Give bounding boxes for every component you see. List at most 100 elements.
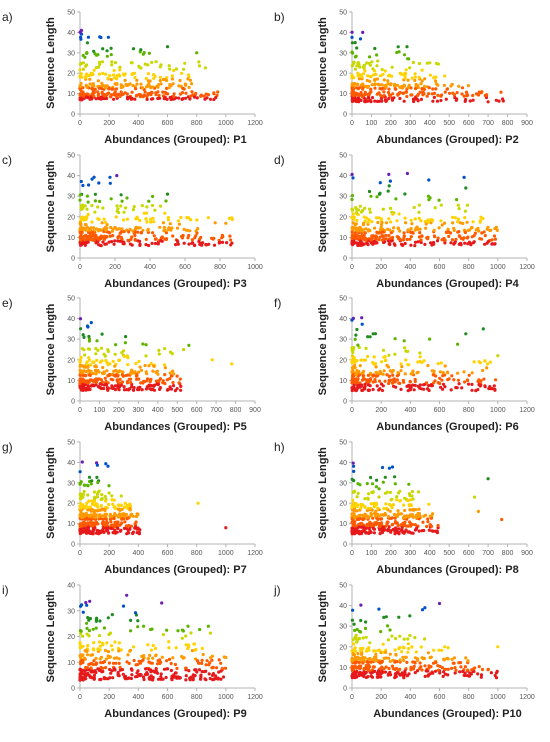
y-tick-label: 40 xyxy=(67,173,75,180)
data-point xyxy=(416,384,420,388)
data-point xyxy=(366,335,370,339)
data-point xyxy=(148,653,152,658)
x-tick-label: 400 xyxy=(404,694,416,701)
data-point xyxy=(370,96,375,100)
data-point xyxy=(354,54,358,58)
data-point xyxy=(116,386,120,390)
x-tick-label: 800 xyxy=(502,120,514,127)
data-point xyxy=(136,230,140,234)
data-point xyxy=(398,658,402,662)
data-point xyxy=(381,230,385,234)
data-point xyxy=(369,238,373,242)
data-point xyxy=(386,624,390,628)
data-point xyxy=(109,225,113,230)
data-point xyxy=(494,98,498,102)
x-tick-label: 1200 xyxy=(519,264,535,271)
data-point xyxy=(421,520,425,524)
data-point xyxy=(380,68,384,72)
data-point xyxy=(144,370,148,374)
data-point xyxy=(89,378,93,382)
data-point xyxy=(439,203,443,207)
data-point xyxy=(112,97,116,101)
data-point xyxy=(373,82,377,86)
data-point xyxy=(150,91,154,95)
data-point xyxy=(223,666,228,670)
data-point xyxy=(378,525,382,529)
data-point xyxy=(414,650,418,654)
data-point xyxy=(383,84,387,89)
data-point xyxy=(145,205,149,209)
data-point xyxy=(79,355,83,360)
data-point xyxy=(158,658,162,662)
data-point xyxy=(351,93,355,97)
data-point xyxy=(462,370,466,374)
data-point xyxy=(164,199,168,203)
data-point xyxy=(208,661,212,665)
data-point xyxy=(389,220,393,224)
y-tick-label: 0 xyxy=(343,256,347,263)
data-point xyxy=(350,35,354,40)
x-tick-label: 0 xyxy=(350,120,354,127)
data-point xyxy=(118,665,122,670)
data-point xyxy=(103,508,107,513)
data-point xyxy=(417,507,421,511)
data-point xyxy=(78,629,82,633)
data-point xyxy=(352,60,356,64)
data-point xyxy=(208,676,212,681)
data-point xyxy=(112,242,116,246)
data-point xyxy=(168,377,172,381)
data-point xyxy=(380,388,384,393)
x-tick-label: 0 xyxy=(78,550,82,557)
data-point xyxy=(97,72,102,76)
data-point xyxy=(183,61,187,65)
data-point xyxy=(85,621,89,625)
data-point xyxy=(134,361,138,366)
data-point xyxy=(440,387,445,391)
data-point xyxy=(350,666,354,670)
data-point xyxy=(131,208,135,212)
data-point xyxy=(390,239,394,243)
x-tick-label: 400 xyxy=(144,264,156,271)
data-point xyxy=(364,526,368,531)
data-point xyxy=(421,93,425,97)
data-point xyxy=(356,482,360,486)
data-point xyxy=(354,211,358,215)
data-point xyxy=(463,673,467,678)
data-point xyxy=(111,359,115,363)
data-point xyxy=(173,671,178,675)
data-point xyxy=(384,506,388,510)
data-point xyxy=(364,227,368,231)
data-point xyxy=(86,526,90,530)
data-point xyxy=(382,506,386,511)
data-point xyxy=(144,237,148,241)
data-point xyxy=(362,233,366,237)
data-point xyxy=(163,90,167,94)
data-point xyxy=(407,530,411,534)
data-point xyxy=(440,378,444,382)
data-point xyxy=(128,242,133,246)
data-point xyxy=(78,68,82,72)
data-point xyxy=(167,657,172,662)
data-point xyxy=(480,667,485,672)
data-point xyxy=(84,223,88,227)
data-point xyxy=(87,73,91,78)
data-point xyxy=(393,475,397,479)
data-point xyxy=(370,220,374,224)
data-point xyxy=(401,238,405,242)
data-point xyxy=(375,241,379,245)
y-tick-label: 50 xyxy=(67,440,75,447)
data-point xyxy=(129,676,133,681)
y-tick-label: 50 xyxy=(339,296,347,303)
data-point xyxy=(221,675,226,679)
data-point xyxy=(452,228,456,232)
y-axis-label: Sequence Length xyxy=(45,17,57,109)
data-point xyxy=(83,238,87,242)
data-point xyxy=(361,646,365,650)
data-point xyxy=(147,667,151,672)
data-point xyxy=(78,379,82,383)
data-point xyxy=(113,239,117,243)
data-point xyxy=(78,642,82,646)
data-point xyxy=(89,670,93,674)
data-point xyxy=(352,233,356,237)
